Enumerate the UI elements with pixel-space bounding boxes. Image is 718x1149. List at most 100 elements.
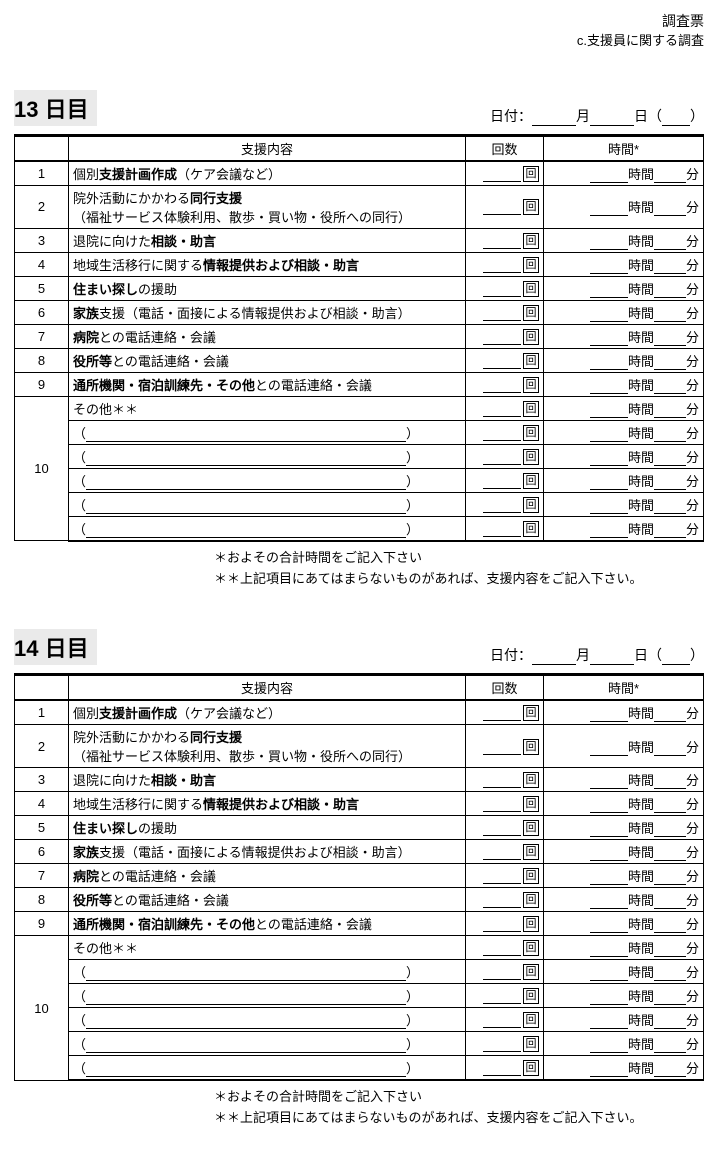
- time-cell[interactable]: 時間分: [544, 372, 704, 396]
- count-cell[interactable]: 回: [466, 792, 544, 816]
- count-cell[interactable]: 回: [466, 1008, 544, 1032]
- date-line[interactable]: 日付：月日（）: [490, 108, 704, 124]
- row-number: 8: [15, 888, 69, 912]
- row-content: 院外活動にかかわる同行支援（福祉サービス体験利用、散歩・買い物・役所への同行）: [69, 725, 466, 768]
- other-sub-content[interactable]: （）: [69, 984, 466, 1008]
- row-number: 3: [15, 228, 69, 252]
- row-content: 住まい探しの援助: [69, 816, 466, 840]
- time-cell[interactable]: 時間分: [544, 864, 704, 888]
- table-row: 5住まい探しの援助回時間分: [15, 816, 704, 840]
- col-count-header: 回数: [466, 135, 544, 161]
- time-cell[interactable]: 時間分: [544, 1056, 704, 1081]
- table-row: 9通所機関・宿泊訓練先・その他との電話連絡・会議回時間分: [15, 372, 704, 396]
- time-cell[interactable]: 時間分: [544, 444, 704, 468]
- time-cell[interactable]: 時間分: [544, 420, 704, 444]
- row-content: 退院に向けた相談・助言: [69, 228, 466, 252]
- other-sub-content[interactable]: （）: [69, 492, 466, 516]
- time-cell[interactable]: 時間分: [544, 912, 704, 936]
- count-cell[interactable]: 回: [466, 1032, 544, 1056]
- other-label-cell: その他＊＊: [69, 936, 466, 960]
- count-cell[interactable]: 回: [466, 960, 544, 984]
- table-notes: ＊およその合計時間をご記入下さい＊＊上記項目にあてはまらないものがあれば、支援内…: [14, 548, 704, 590]
- row-number: 5: [15, 816, 69, 840]
- other-sub-content[interactable]: （）: [69, 1008, 466, 1032]
- count-cell[interactable]: 回: [466, 324, 544, 348]
- date-line[interactable]: 日付：月日（）: [490, 647, 704, 663]
- row-number: 1: [15, 161, 69, 186]
- count-cell[interactable]: 回: [466, 396, 544, 420]
- time-cell[interactable]: 時間分: [544, 816, 704, 840]
- table-row-other: 10その他＊＊回時間分: [15, 396, 704, 420]
- time-cell[interactable]: 時間分: [544, 161, 704, 186]
- time-cell[interactable]: 時間分: [544, 516, 704, 541]
- time-cell[interactable]: 時間分: [544, 1032, 704, 1056]
- other-sub-content[interactable]: （）: [69, 1056, 466, 1081]
- count-cell[interactable]: 回: [466, 768, 544, 792]
- time-cell[interactable]: 時間分: [544, 1008, 704, 1032]
- table-row: 2院外活動にかかわる同行支援（福祉サービス体験利用、散歩・買い物・役所への同行）…: [15, 725, 704, 768]
- count-cell[interactable]: 回: [466, 725, 544, 768]
- time-cell[interactable]: 時間分: [544, 984, 704, 1008]
- time-cell[interactable]: 時間分: [544, 468, 704, 492]
- count-cell[interactable]: 回: [466, 888, 544, 912]
- col-num-header: [15, 675, 69, 701]
- table-row: 3退院に向けた相談・助言回時間分: [15, 768, 704, 792]
- count-cell[interactable]: 回: [466, 420, 544, 444]
- row-content: 住まい探しの援助: [69, 276, 466, 300]
- count-cell[interactable]: 回: [466, 300, 544, 324]
- count-cell[interactable]: 回: [466, 816, 544, 840]
- count-cell[interactable]: 回: [466, 348, 544, 372]
- count-cell[interactable]: 回: [466, 516, 544, 541]
- survey-table: 支援内容回数時間*1個別支援計画作成（ケア会議など）回時間分2院外活動にかかわる…: [14, 673, 704, 1081]
- row-content: 個別支援計画作成（ケア会議など）: [69, 700, 466, 725]
- time-cell[interactable]: 時間分: [544, 300, 704, 324]
- other-sub-content[interactable]: （）: [69, 444, 466, 468]
- count-cell[interactable]: 回: [466, 936, 544, 960]
- count-cell[interactable]: 回: [466, 372, 544, 396]
- time-cell[interactable]: 時間分: [544, 888, 704, 912]
- time-cell[interactable]: 時間分: [544, 840, 704, 864]
- count-cell[interactable]: 回: [466, 840, 544, 864]
- time-cell[interactable]: 時間分: [544, 492, 704, 516]
- count-cell[interactable]: 回: [466, 185, 544, 228]
- count-cell[interactable]: 回: [466, 492, 544, 516]
- time-cell[interactable]: 時間分: [544, 276, 704, 300]
- count-cell[interactable]: 回: [466, 276, 544, 300]
- count-cell[interactable]: 回: [466, 700, 544, 725]
- time-cell[interactable]: 時間分: [544, 936, 704, 960]
- time-cell[interactable]: 時間分: [544, 792, 704, 816]
- table-row: 8役所等との電話連絡・会議回時間分: [15, 888, 704, 912]
- day-title: 14 日目: [14, 629, 97, 665]
- col-num-header: [15, 135, 69, 161]
- time-cell[interactable]: 時間分: [544, 960, 704, 984]
- other-sub-content[interactable]: （）: [69, 1032, 466, 1056]
- time-cell[interactable]: 時間分: [544, 348, 704, 372]
- table-row: 4地域生活移行に関する情報提供および相談・助言回時間分: [15, 252, 704, 276]
- count-cell[interactable]: 回: [466, 252, 544, 276]
- other-sub-content[interactable]: （）: [69, 468, 466, 492]
- count-cell[interactable]: 回: [466, 912, 544, 936]
- other-sub-content[interactable]: （）: [69, 420, 466, 444]
- count-cell[interactable]: 回: [466, 864, 544, 888]
- time-cell[interactable]: 時間分: [544, 700, 704, 725]
- time-cell[interactable]: 時間分: [544, 396, 704, 420]
- doc-subtitle: c.支援員に関する調査: [14, 32, 704, 50]
- count-cell[interactable]: 回: [466, 468, 544, 492]
- time-cell[interactable]: 時間分: [544, 228, 704, 252]
- table-row-other-sub: （）回時間分: [15, 492, 704, 516]
- time-cell[interactable]: 時間分: [544, 725, 704, 768]
- count-cell[interactable]: 回: [466, 161, 544, 186]
- other-sub-content[interactable]: （）: [69, 516, 466, 541]
- count-cell[interactable]: 回: [466, 228, 544, 252]
- time-cell[interactable]: 時間分: [544, 324, 704, 348]
- time-cell[interactable]: 時間分: [544, 185, 704, 228]
- count-cell[interactable]: 回: [466, 1056, 544, 1081]
- other-sub-content[interactable]: （）: [69, 960, 466, 984]
- time-cell[interactable]: 時間分: [544, 252, 704, 276]
- table-row: 3退院に向けた相談・助言回時間分: [15, 228, 704, 252]
- row-number: 4: [15, 792, 69, 816]
- count-cell[interactable]: 回: [466, 984, 544, 1008]
- time-cell[interactable]: 時間分: [544, 768, 704, 792]
- count-cell[interactable]: 回: [466, 444, 544, 468]
- table-row-other-sub: （）回時間分: [15, 984, 704, 1008]
